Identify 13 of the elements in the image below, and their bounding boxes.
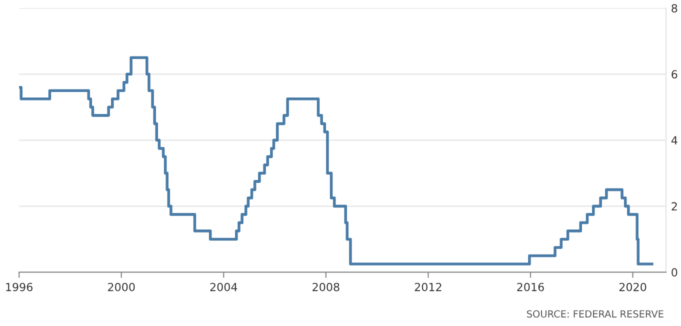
x-tick-label: 1996 — [6, 282, 33, 292]
y-tick-label: 4 — [671, 136, 678, 144]
x-tick-label: 2016 — [517, 282, 544, 292]
y-tick-label: 8 — [672, 4, 678, 13]
source-note: SOURCE: FEDERAL RESERVE — [526, 310, 664, 318]
x-tick-label: 2004 — [210, 282, 238, 292]
x-tick-label: 2000 — [108, 282, 135, 292]
x-tick-label: 2012 — [414, 282, 442, 292]
x-tick-label: 2020 — [619, 282, 646, 292]
y-tick-label: 0 — [672, 268, 678, 277]
x-tick-label: 2008 — [312, 282, 340, 292]
y-tick-label: 2 — [672, 202, 677, 210]
y-tick-label: 6 — [672, 70, 678, 79]
